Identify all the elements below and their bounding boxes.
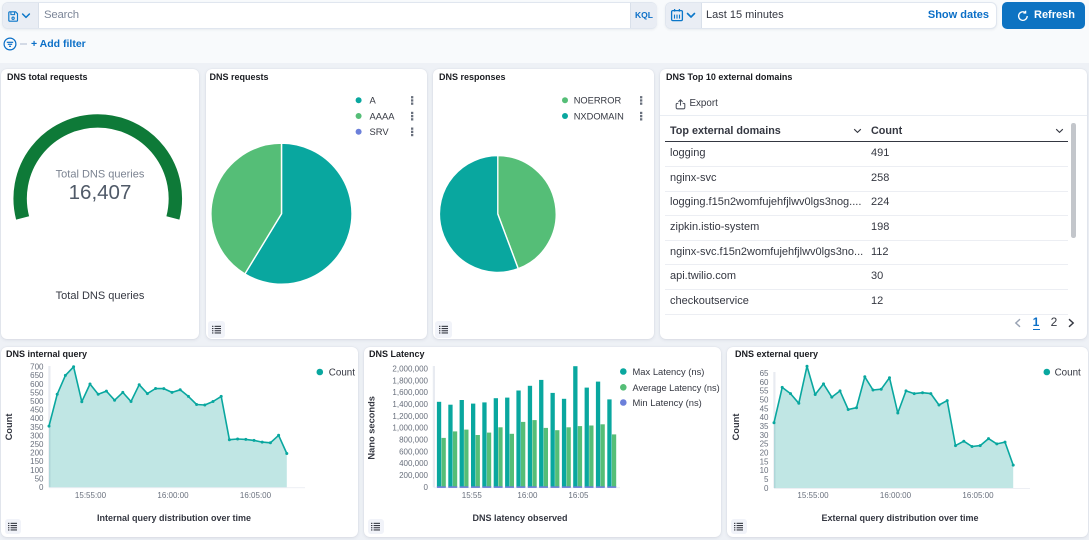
svg-text:NOERROR: NOERROR — [574, 96, 622, 106]
svg-text:A: A — [370, 95, 377, 106]
svg-text:Total DNS queries: Total DNS queries — [56, 290, 145, 302]
svg-text:16,407: 16,407 — [69, 181, 132, 204]
svg-text:AAAA: AAAA — [370, 110, 396, 121]
svg-text:Total DNS queries: Total DNS queries — [56, 168, 145, 180]
svg-text:SRV: SRV — [370, 126, 390, 137]
svg-text:NXDOMAIN: NXDOMAIN — [574, 111, 624, 121]
